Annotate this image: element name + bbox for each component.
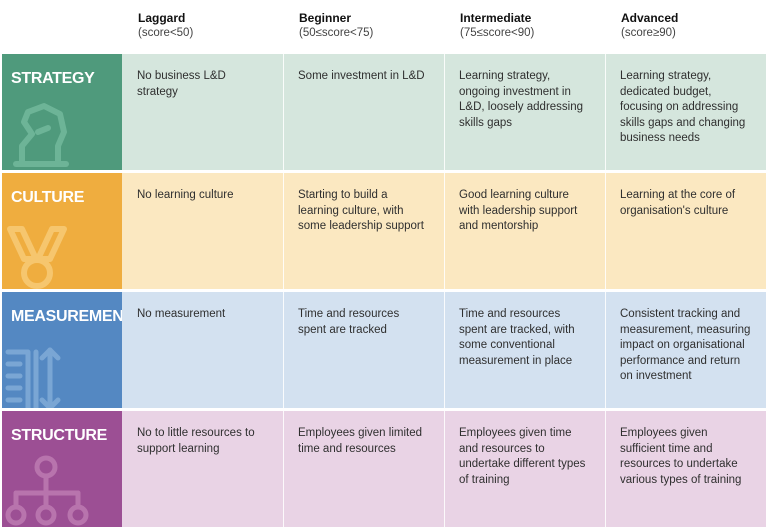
row-strategy: STRATEGY No business L&D strategy Some i… [2,54,766,170]
cell-culture-beginner: Starting to build a learning culture, wi… [283,173,444,289]
column-divider [444,173,445,289]
level-header: Laggard (score<50) Beginner (50≤score<75… [0,0,768,54]
level-laggard-header: Laggard (score<50) [138,11,193,41]
column-divider [444,411,445,527]
row-structure: STRUCTURE No to little resources to supp… [2,411,766,527]
cell-culture-advanced: Learning at the core of organisation's c… [605,173,766,289]
cell-strategy-advanced: Learning strategy, dedicated budget, foc… [605,54,766,170]
column-divider [605,292,606,408]
cell-measurement-beginner: Time and resources spent are tracked [283,292,444,408]
level-name: Advanced [621,11,679,25]
cell-culture-laggard: No learning culture [122,173,283,289]
column-divider [444,54,445,170]
level-name: Laggard [138,11,186,25]
column-divider [283,173,284,289]
column-divider [605,173,606,289]
cell-structure-beginner: Employees given limited time and resourc… [283,411,444,527]
category-measurement: MEASUREMENT [2,292,122,408]
ruler-measure-icon [5,347,61,408]
row-culture: CULTURE No learning culture Starting to … [2,173,766,289]
column-divider [605,54,606,170]
category-culture: CULTURE [2,173,122,289]
cell-structure-advanced: Employees given sufficient time and reso… [605,411,766,527]
category-structure: STRUCTURE [2,411,122,527]
category-title: STRUCTURE [11,427,107,444]
column-divider [444,292,445,408]
cell-strategy-laggard: No business L&D strategy [122,54,283,170]
level-name: Intermediate [460,11,532,25]
level-range: (75≤score<90) [460,27,535,39]
cell-structure-laggard: No to little resources to support learni… [122,411,283,527]
column-divider [283,54,284,170]
medal-icon [7,226,67,289]
level-name: Beginner [299,11,352,25]
category-title: MEASUREMENT [11,308,122,325]
column-divider [605,411,606,527]
cell-culture-intermediate: Good learning culture with leadership su… [444,173,605,289]
level-intermediate-header: Intermediate (75≤score<90) [460,11,534,41]
cell-strategy-beginner: Some investment in L&D [283,54,444,170]
category-title: STRATEGY [11,70,95,87]
org-chart-icon [5,455,89,526]
level-beginner-header: Beginner (50≤score<75) [299,11,373,41]
level-range: (score≥90) [621,27,676,39]
column-divider [283,292,284,408]
cell-measurement-laggard: No measurement [122,292,283,408]
category-strategy: STRATEGY [2,54,122,170]
cell-strategy-intermediate: Learning strategy, ongoing investment in… [444,54,605,170]
row-measurement: MEASUREMENT No measurement Time and reso… [2,292,766,408]
level-range: (50≤score<75) [299,27,374,39]
cell-measurement-advanced: Consistent tracking and measurement, mea… [605,292,766,408]
column-divider [283,411,284,527]
level-advanced-header: Advanced (score≥90) [621,11,678,41]
cell-structure-intermediate: Employees given time and resources to un… [444,411,605,527]
cell-measurement-intermediate: Time and resources spent are tracked, wi… [444,292,605,408]
category-title: CULTURE [11,189,85,206]
level-range: (score<50) [138,27,194,39]
chess-knight-icon [13,103,69,167]
